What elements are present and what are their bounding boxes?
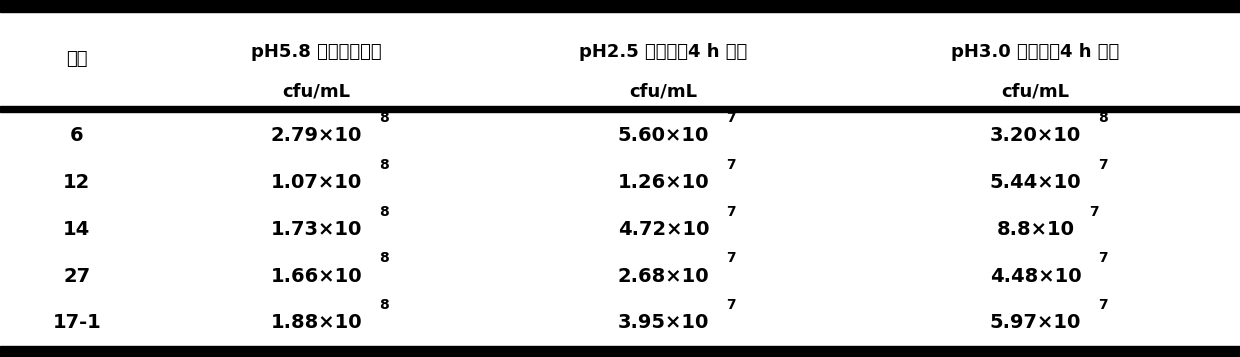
- Text: 12: 12: [63, 173, 91, 192]
- Text: 2.79×10: 2.79×10: [270, 126, 362, 145]
- Text: 1.73×10: 1.73×10: [270, 220, 362, 239]
- Text: 8: 8: [1097, 111, 1107, 125]
- Text: 8: 8: [379, 251, 389, 265]
- Text: 4.48×10: 4.48×10: [990, 267, 1081, 286]
- Bar: [0, 106, 1240, 112]
- Text: 7: 7: [727, 158, 735, 172]
- Text: 编号: 编号: [66, 50, 88, 68]
- Text: 8: 8: [378, 158, 388, 172]
- Text: 3.20×10: 3.20×10: [990, 126, 1081, 145]
- Text: 7: 7: [727, 298, 735, 312]
- Text: cfu/mL: cfu/mL: [283, 82, 350, 100]
- Text: 6: 6: [71, 126, 83, 145]
- Text: 7: 7: [1099, 298, 1107, 312]
- Text: pH3.0 活菌数（4 h 后）: pH3.0 活菌数（4 h 后）: [951, 43, 1120, 61]
- Text: pH5.8 活菌数（始）: pH5.8 活菌数（始）: [250, 43, 382, 61]
- Text: 8: 8: [379, 205, 388, 218]
- Text: 5.44×10: 5.44×10: [990, 173, 1081, 192]
- Text: 8: 8: [379, 111, 388, 125]
- Text: pH2.5 活菌数（4 h 后）: pH2.5 活菌数（4 h 后）: [579, 43, 748, 61]
- Text: 7: 7: [727, 205, 735, 218]
- Text: 7: 7: [727, 251, 735, 265]
- Text: 7: 7: [1090, 205, 1099, 218]
- Text: 5.97×10: 5.97×10: [990, 313, 1081, 332]
- Text: 3.95×10: 3.95×10: [618, 313, 709, 332]
- Text: 1.26×10: 1.26×10: [618, 173, 709, 192]
- Text: cfu/mL: cfu/mL: [630, 82, 697, 100]
- Text: 17-1: 17-1: [52, 313, 102, 332]
- Text: cfu/mL: cfu/mL: [1002, 82, 1069, 100]
- Text: 8.8×10: 8.8×10: [997, 220, 1074, 239]
- Text: 8: 8: [379, 298, 389, 312]
- Text: 1.07×10: 1.07×10: [270, 173, 362, 192]
- Text: 27: 27: [63, 267, 91, 286]
- Text: 2.68×10: 2.68×10: [618, 267, 709, 286]
- Text: 7: 7: [1099, 251, 1107, 265]
- Text: 7: 7: [1099, 158, 1107, 172]
- Text: 5.60×10: 5.60×10: [618, 126, 709, 145]
- Bar: [0, 346, 1240, 357]
- Text: 1.88×10: 1.88×10: [270, 313, 362, 332]
- Text: 1.66×10: 1.66×10: [270, 267, 362, 286]
- Text: 4.72×10: 4.72×10: [618, 220, 709, 239]
- Text: 14: 14: [63, 220, 91, 239]
- Text: 7: 7: [727, 111, 735, 125]
- Bar: [0, 0, 1240, 12]
